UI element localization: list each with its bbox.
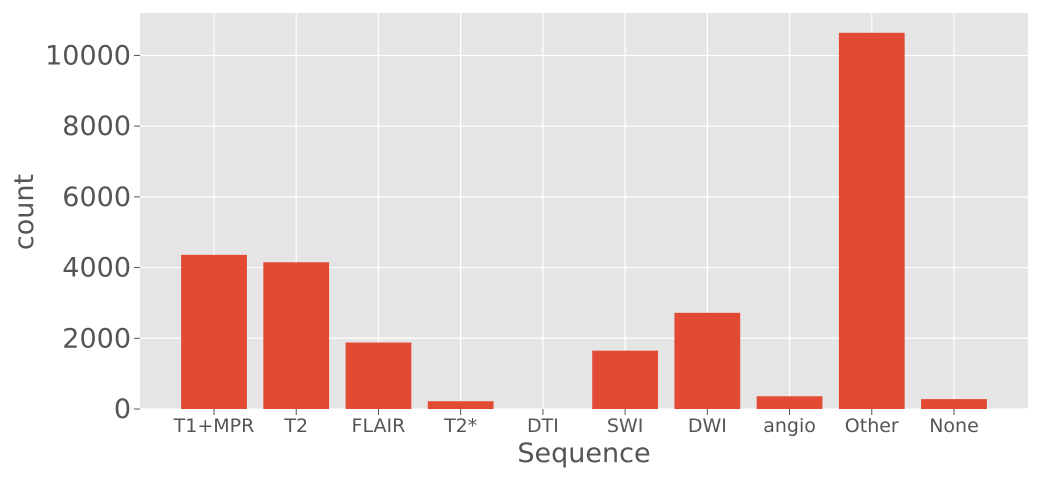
bar-flair: [345, 342, 412, 409]
bar-none: [921, 399, 987, 409]
y-tick-label: 0: [114, 394, 131, 425]
y-tick-label: 4000: [62, 253, 131, 284]
y-axis-title: count: [9, 174, 40, 250]
x-axis-title: Sequence: [517, 438, 650, 469]
x-tick-label: Other: [845, 415, 899, 437]
y-tick-label: 6000: [62, 182, 131, 213]
bar-angio: [756, 396, 823, 409]
x-axis-ticks: T1+MPR T2 FLAIR T2* DTI SWI DWI angio Other None: [173, 409, 979, 437]
x-tick-label: DTI: [527, 415, 559, 437]
x-tick-label: T1+MPR: [173, 415, 255, 437]
x-tick-label: angio: [763, 415, 816, 437]
bar-swi: [592, 350, 658, 409]
y-tick-label: 2000: [62, 323, 131, 354]
x-tick-label: None: [929, 415, 979, 437]
x-tick-label: FLAIR: [352, 415, 406, 437]
y-tick-label: 10000: [45, 40, 131, 71]
x-tick-label: DWI: [688, 415, 727, 437]
x-tick-label: T2: [283, 415, 308, 437]
x-tick-label: SWI: [607, 415, 643, 437]
bar-other: [838, 32, 905, 410]
x-tick-label: T2*: [443, 415, 477, 437]
bar-t1-mpr: [181, 254, 247, 409]
bar-t2: [263, 262, 330, 409]
bar-t2: [427, 401, 494, 409]
y-axis-ticks: 0 2000 4000 6000 8000 10000: [45, 40, 140, 425]
bars: [181, 32, 987, 410]
y-tick-label: 8000: [62, 111, 131, 142]
bar-dwi: [674, 312, 741, 409]
